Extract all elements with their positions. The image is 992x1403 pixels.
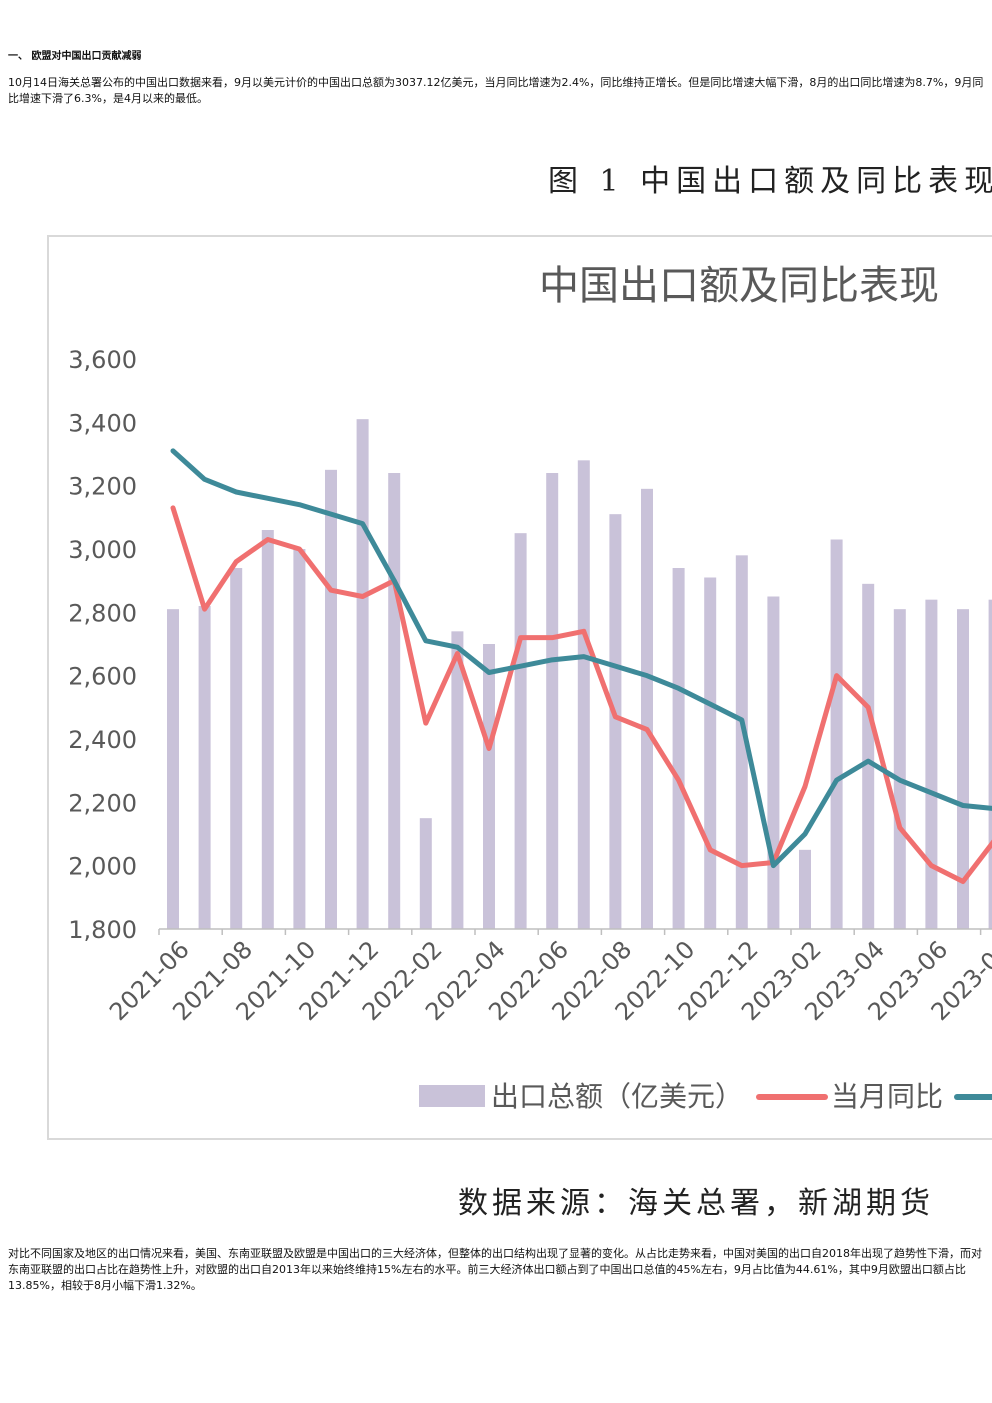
y-tick-label: 2,400 <box>68 726 137 754</box>
y-tick-label: 3,400 <box>68 409 137 437</box>
bar <box>641 488 653 929</box>
y-tick-label: 2,600 <box>68 663 137 691</box>
bar <box>325 469 337 929</box>
bar <box>925 599 938 929</box>
y-tick-label: 2,200 <box>68 789 137 817</box>
yoy-line <box>170 505 992 884</box>
bar <box>230 568 243 929</box>
bar <box>893 609 906 929</box>
line-series <box>170 448 992 884</box>
bar <box>419 818 432 929</box>
paragraph-1: 10月14日海关总署公布的中国出口数据来看，9月以美元计价的中国出口总额为303… <box>8 76 984 105</box>
bar <box>546 473 559 929</box>
source-note: 数据来源：海关总署，新湖期货 <box>458 1186 934 1221</box>
bar <box>735 555 748 929</box>
chart-frame: 中国出口额及同比表现 1,800 2,000 2,200 2,400 2,600 2,80… <box>47 235 992 1140</box>
legend-label: 出口总额（亿美元） <box>491 1080 743 1113</box>
bar <box>483 644 495 929</box>
y-tick-label: 2,800 <box>68 599 137 627</box>
section-heading: 一、 欧盟对中国出口贡献减弱 <box>8 51 142 62</box>
legend-swatch-bar <box>419 1085 485 1107</box>
bar <box>451 631 464 929</box>
bar <box>988 599 992 929</box>
bar <box>767 596 780 929</box>
trend-line <box>170 448 992 869</box>
bar <box>167 609 179 929</box>
bar <box>388 473 401 929</box>
y-tick-label: 3,600 <box>68 346 137 374</box>
bar <box>862 583 875 929</box>
y-tick-label: 2,000 <box>68 853 137 881</box>
paragraph-2: 对比不同国家及地区的出口情况来看，美国、东南亚联盟及欧盟是中国出口的三大经济体，… <box>8 1247 982 1292</box>
bar <box>609 514 622 929</box>
bar <box>672 568 685 929</box>
chart-title: 中国出口额及同比表现 <box>539 263 939 309</box>
legend-label: 当月同比 <box>831 1080 943 1113</box>
bar <box>293 549 306 929</box>
bar <box>514 533 527 929</box>
y-axis: 1,800 2,000 2,200 2,400 2,600 2,800 3,000 3,200… <box>68 346 137 944</box>
bar <box>577 460 590 929</box>
bar-series <box>167 419 992 929</box>
bar <box>198 606 211 929</box>
bar <box>830 539 843 929</box>
chart-legend: 出口总额（亿美元） 当月同比 <box>419 1080 992 1113</box>
figure-caption: 图 1 中国出口额及同比表现 <box>548 164 992 199</box>
y-tick-label: 1,800 <box>68 916 137 944</box>
bar <box>261 530 274 929</box>
bar <box>356 419 369 929</box>
bar <box>957 609 969 929</box>
bar <box>704 577 717 929</box>
bar <box>799 849 811 929</box>
y-tick-label: 3,000 <box>68 536 137 564</box>
y-tick-label: 3,200 <box>68 473 137 501</box>
export-chart: 中国出口额及同比表现 1,800 2,000 2,200 2,400 2,600 2,80… <box>68 263 992 1113</box>
x-axis: 2021-062021-082021-102021-122022-022022-… <box>104 928 992 1026</box>
